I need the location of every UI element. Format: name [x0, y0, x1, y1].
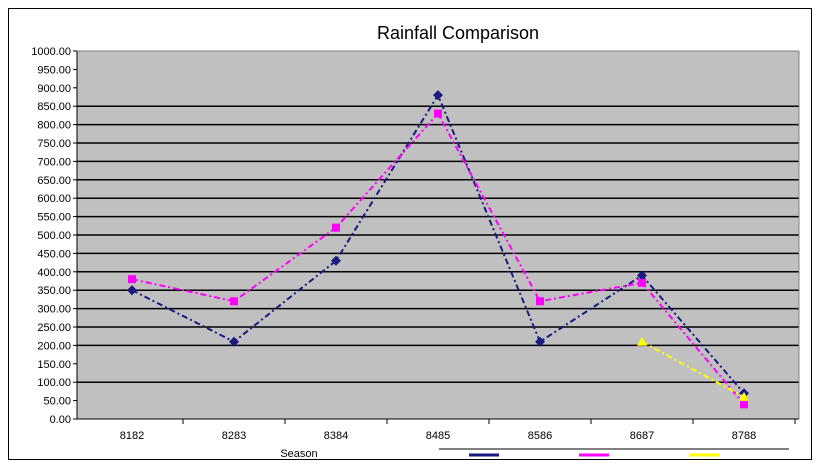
- x-tick-label: 8384: [324, 430, 348, 442]
- data-series: [127, 90, 749, 409]
- data-point: [229, 336, 239, 347]
- data-point: [127, 285, 137, 296]
- data-point: [535, 336, 545, 347]
- data-point: [536, 297, 544, 306]
- data-point: [433, 90, 443, 101]
- x-tick-label: 8485: [426, 430, 450, 442]
- y-tick-label: 50.00: [43, 396, 71, 408]
- data-point: [230, 297, 238, 306]
- data-point: [331, 255, 341, 266]
- y-tick-label: 800.00: [37, 120, 71, 132]
- y-tick-label: 650.00: [37, 175, 71, 187]
- y-tick-label: 900.00: [37, 83, 71, 95]
- axes: [76, 50, 800, 420]
- x-tick-label: 8182: [120, 430, 144, 442]
- x-tick-label: 8586: [528, 430, 552, 442]
- y-tick-label: 850.00: [37, 101, 71, 113]
- y-tick-label: 250.00: [37, 322, 71, 334]
- x-axis-label: Season: [280, 448, 317, 459]
- y-tick-label: 0.00: [50, 414, 71, 426]
- y-tick-label: 750.00: [37, 138, 71, 150]
- x-tick-labels: 8182 8283 8384 8485 8586 8687 8788: [120, 419, 796, 442]
- y-tick-label: 300.00: [37, 304, 71, 316]
- y-tick-label: 400.00: [37, 267, 71, 279]
- data-point: [434, 109, 442, 118]
- x-tick-label: 8283: [222, 430, 246, 442]
- y-tick-label: 600.00: [37, 193, 71, 205]
- gridlines: [77, 105, 799, 383]
- x-tick-label: 8788: [732, 430, 756, 442]
- data-point: [740, 400, 748, 409]
- y-tick-label: 550.00: [37, 212, 71, 224]
- series-line: [641, 340, 745, 398]
- x-tick-label: 8687: [630, 430, 654, 442]
- chart-title: Rainfall Comparison: [377, 23, 539, 43]
- y-tick-label: 100.00: [37, 377, 71, 389]
- data-point: [637, 270, 647, 281]
- data-point: [637, 336, 647, 346]
- y-tick-label: 950.00: [37, 64, 71, 76]
- y-tick-label: 350.00: [37, 285, 71, 297]
- y-tick-label: 1000.00: [31, 46, 71, 58]
- y-tick-labels: 0.00 50.00 100.00 150.00 200.00 250.00 300.00 3…: [31, 46, 77, 426]
- y-tick-label: 150.00: [37, 359, 71, 371]
- y-tick-label: 450.00: [37, 248, 71, 260]
- data-point: [128, 275, 136, 284]
- data-point: [332, 223, 340, 232]
- y-tick-label: 500.00: [37, 230, 71, 242]
- legend: [439, 448, 789, 457]
- chart-svg: 0.00 50.00 100.00 150.00 200.00 250.00 300.00 3…: [31, 23, 800, 459]
- data-point: [739, 391, 749, 401]
- y-tick-label: 700.00: [37, 156, 71, 168]
- chart-frame: 0.00 50.00 100.00 150.00 200.00 250.00 300.00 3…: [8, 8, 812, 460]
- data-point: [638, 278, 646, 287]
- y-tick-label: 200.00: [37, 340, 71, 352]
